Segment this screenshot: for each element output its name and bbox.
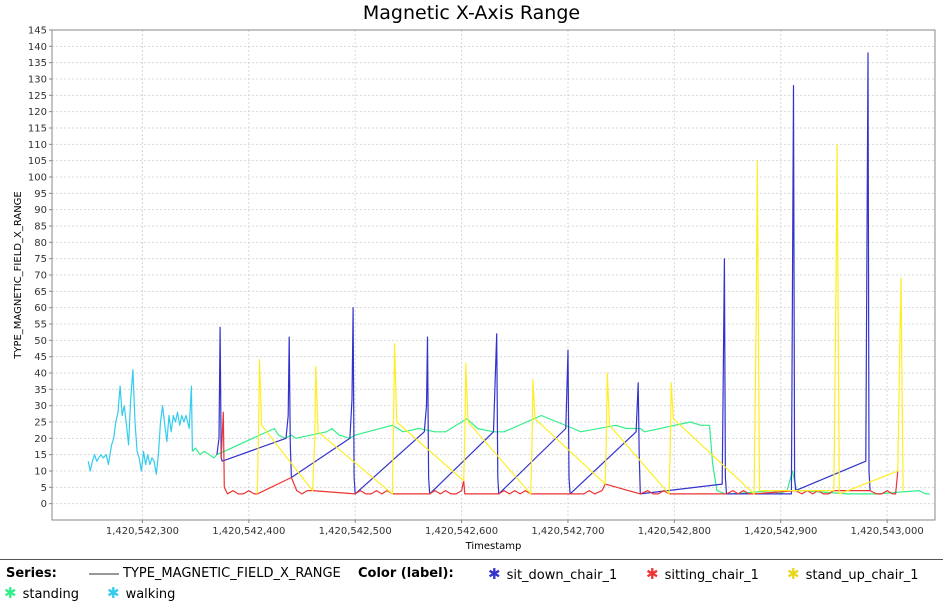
legend: Series: TYPE_MAGNETIC_FIELD_X_RANGE Colo… [0, 559, 943, 608]
y-tick-label: 100 [28, 173, 47, 184]
legend-series-name: TYPE_MAGNETIC_FIELD_X_RANGE [123, 566, 341, 581]
y-tick-label: 70 [34, 271, 47, 282]
legend-item-sit-down-chair-1: ✱ sit_down_chair_1 [488, 566, 617, 584]
x-axis-label: Timestamp [465, 541, 522, 552]
y-tick-label: 15 [34, 450, 47, 461]
y-tick-label: 0 [41, 499, 47, 510]
star-icon: ✱ [107, 584, 120, 602]
legend-series-heading: Series: [6, 566, 57, 581]
x-tick-label: 1,420,542,800 [638, 526, 711, 537]
x-tick-label: 1,420,542,300 [106, 526, 179, 537]
y-tick-label: 65 [34, 287, 47, 298]
legend-item-label: standing [22, 587, 80, 602]
y-tick-label: 90 [34, 205, 47, 216]
y-axis-label: TYPE_MAGNETIC_FIELD_X_RANGE [13, 191, 24, 360]
legend-item-sitting-chair-1: ✱ sitting_chair_1 [646, 566, 759, 584]
legend-item-label: sitting_chair_1 [664, 568, 759, 583]
x-tick-label: 1,420,542,500 [319, 526, 392, 537]
y-tick-label: 85 [34, 222, 47, 233]
series-line-sit-down-chair-1 [216, 52, 871, 495]
x-tick-label: 1,420,543,000 [851, 526, 924, 537]
legend-item-standing: ✱ standing [4, 585, 79, 603]
y-tick-label: 130 [28, 75, 47, 86]
x-tick-label: 1,420,542,600 [425, 526, 498, 537]
y-tick-label: 60 [34, 303, 47, 314]
legend-item-label: stand_up_chair_1 [805, 568, 919, 583]
y-tick-label: 105 [28, 156, 47, 167]
y-tick-label: 20 [34, 434, 47, 445]
y-tick-label: 5 [41, 483, 47, 494]
y-tick-label: 30 [34, 401, 47, 412]
star-icon: ✱ [646, 565, 659, 583]
legend-item-label: walking [125, 587, 176, 602]
y-tick-label: 50 [34, 336, 47, 347]
y-tick-label: 95 [34, 189, 47, 200]
y-tick-label: 25 [34, 418, 47, 429]
legend-series-line-swatch [89, 573, 119, 575]
star-icon: ✱ [488, 565, 501, 583]
plot-frame [51, 29, 936, 521]
chart-plot: 0 5 10 15 20 25 30 35 40 45 50 55 60 65 70 75 80 85 90 95 10… [13, 26, 936, 552]
y-tick-label: 135 [28, 58, 47, 69]
y-tick-label: 110 [28, 140, 47, 151]
y-tick-label: 80 [34, 238, 47, 249]
legend-item-label: sit_down_chair_1 [506, 568, 618, 583]
gridlines [52, 29, 935, 520]
y-tick-label: 45 [34, 352, 47, 363]
series-line-stand-up-chair-1 [256, 143, 904, 495]
y-tick-label: 140 [28, 42, 47, 53]
legend-item-walking: ✱ walking [107, 585, 175, 603]
y-tick-label: 40 [34, 369, 47, 380]
axes: 0 5 10 15 20 25 30 35 40 45 50 55 60 65 70 75 80 85 90 95 10… [28, 26, 936, 537]
series-line-walking [87, 369, 193, 475]
x-tick-label: 1,420,542,900 [744, 526, 817, 537]
star-icon: ✱ [787, 565, 800, 583]
y-tick-label: 10 [34, 467, 47, 478]
x-tick-label: 1,420,542,700 [531, 526, 604, 537]
y-tick-label: 125 [28, 91, 47, 102]
series-lines [87, 52, 930, 495]
y-tick-label: 120 [28, 107, 47, 118]
y-tick-label: 115 [28, 124, 47, 135]
chart-title: Magnetic X-Axis Range [362, 2, 581, 24]
series-line-sitting-chair-1 [220, 411, 899, 495]
legend-item-stand-up-chair-1: ✱ stand_up_chair_1 [787, 566, 918, 584]
y-tick-label: 55 [34, 320, 47, 331]
star-icon: ✱ [4, 584, 17, 602]
legend-color-heading: Color (label): [358, 566, 454, 581]
y-tick-label: 145 [28, 26, 47, 37]
y-tick-label: 75 [34, 254, 47, 265]
x-tick-label: 1,420,542,400 [212, 526, 285, 537]
y-tick-label: 35 [34, 385, 47, 396]
